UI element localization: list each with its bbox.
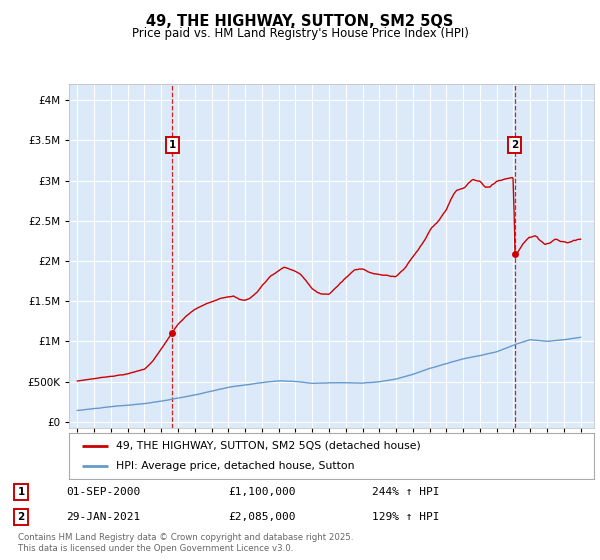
Text: 129% ↑ HPI: 129% ↑ HPI [372,512,439,522]
Text: £2,085,000: £2,085,000 [228,512,296,522]
Text: 29-JAN-2021: 29-JAN-2021 [66,512,140,522]
Text: 01-SEP-2000: 01-SEP-2000 [66,487,140,497]
Text: 1: 1 [169,140,176,150]
Text: Price paid vs. HM Land Registry's House Price Index (HPI): Price paid vs. HM Land Registry's House … [131,27,469,40]
Text: HPI: Average price, detached house, Sutton: HPI: Average price, detached house, Sutt… [116,461,355,471]
Text: 49, THE HIGHWAY, SUTTON, SM2 5QS (detached house): 49, THE HIGHWAY, SUTTON, SM2 5QS (detach… [116,441,421,451]
Text: 2: 2 [17,512,25,522]
Text: 1: 1 [17,487,25,497]
Text: Contains HM Land Registry data © Crown copyright and database right 2025.
This d: Contains HM Land Registry data © Crown c… [18,533,353,553]
Text: £1,100,000: £1,100,000 [228,487,296,497]
Text: 2: 2 [511,140,518,150]
Text: 49, THE HIGHWAY, SUTTON, SM2 5QS: 49, THE HIGHWAY, SUTTON, SM2 5QS [146,14,454,29]
Text: 244% ↑ HPI: 244% ↑ HPI [372,487,439,497]
